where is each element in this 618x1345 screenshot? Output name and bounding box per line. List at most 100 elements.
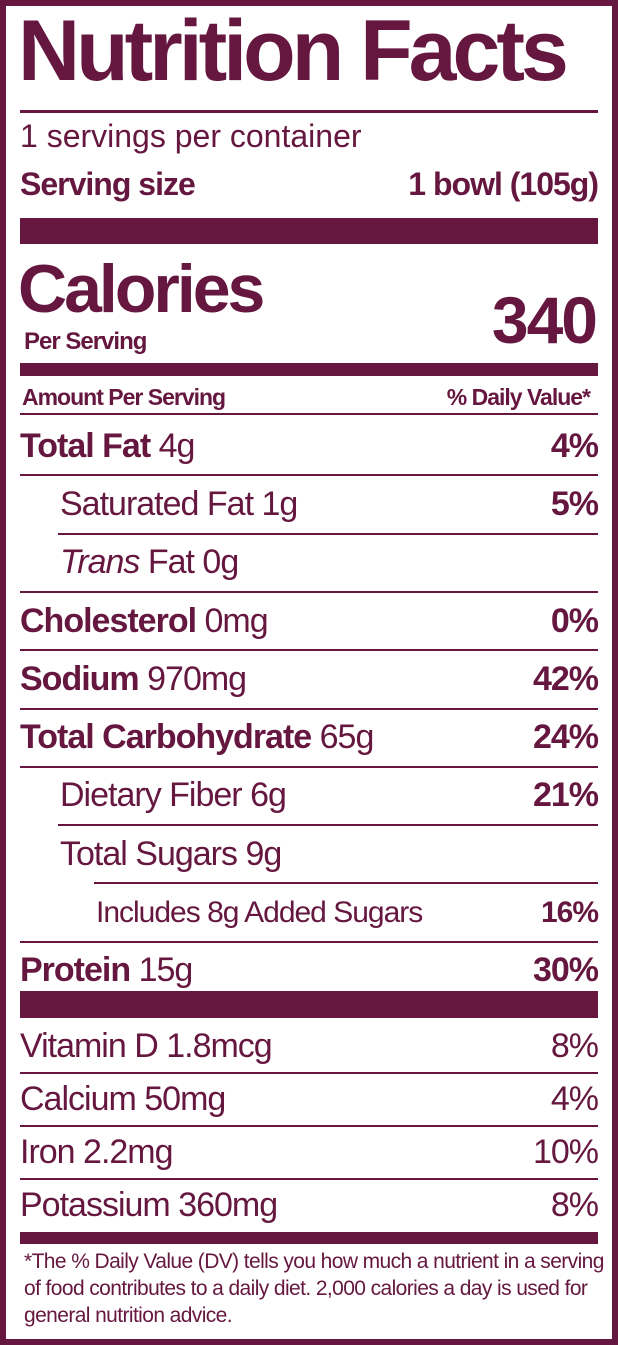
dv-value: 24% — [532, 718, 599, 757]
vitamin-name: Calcium — [20, 1080, 137, 1118]
nutrient-amount: 15g — [138, 951, 194, 990]
rule — [58, 824, 598, 827]
serving-size-row: Serving size 1 bowl (105g) — [20, 164, 599, 204]
title: Nutrition Facts — [18, 3, 569, 99]
nutrient-name: Cholesterol — [20, 601, 197, 640]
serving-size-value: 1 bowl (105g) — [408, 165, 599, 202]
nutrient-row: Total Carbohydrate 65g 24% — [20, 709, 599, 767]
nutrient-amount: 6g — [250, 776, 287, 815]
nutrient-name: Includes 8g Added Sugars — [96, 895, 423, 929]
nutrient-label: Total Sugars 9g — [60, 834, 282, 874]
nutrient-name: Fat — [147, 543, 195, 582]
nutrient-label: Protein 15g — [20, 951, 194, 990]
vitamin-name: Vitamin D — [20, 1027, 159, 1065]
vitamin-dv: 10% — [532, 1133, 599, 1172]
serving-size-label: Serving size — [20, 165, 196, 202]
nutrient-row: Total Fat 4g 4% — [20, 417, 599, 475]
vitamin-row: Calcium 50mg 4% — [20, 1073, 599, 1126]
calories-label: Calories — [18, 251, 265, 327]
nutrient-row: Total Sugars 9g — [20, 825, 598, 883]
nutrient-name: Total Sugars — [60, 834, 238, 873]
dv-value: 4% — [550, 1080, 599, 1118]
nutrient-row: Dietary Fiber 6g 21% — [20, 767, 599, 825]
dv-value: 5% — [550, 484, 599, 523]
vitamin-row: Potassium 360mg 8% — [20, 1179, 599, 1232]
nutrient-label: Includes 8g Added Sugars — [96, 895, 423, 930]
vitamin-dv: 4% — [550, 1080, 599, 1119]
vitamin-name: Iron — [20, 1133, 76, 1171]
calories-value: 340 — [491, 283, 598, 357]
nutrient-amount: 970mg — [147, 659, 247, 698]
dv-value: 30% — [532, 951, 599, 990]
nutrient-amount: 1g — [261, 484, 298, 523]
nutrient-amount: 9g — [245, 834, 282, 873]
nutrient-row: Trans Fat 0g — [20, 534, 598, 592]
medium-rule — [20, 1232, 598, 1244]
vitamin-label: Vitamin D 1.8mcg — [20, 1027, 273, 1066]
dv-header: % Daily Value* — [446, 383, 591, 410]
nutrient-amount: 0mg — [204, 601, 269, 640]
vitamin-amount: 1.8mcg — [166, 1027, 272, 1065]
nutrient-dv: 42% — [532, 659, 599, 699]
vitamin-amount: 50mg — [144, 1080, 226, 1118]
dv-value: 21% — [532, 776, 599, 815]
nutrient-dv: 30% — [532, 951, 599, 990]
vitamin-amount: 2.2mg — [83, 1133, 173, 1171]
nutrient-label: Total Carbohydrate 65g — [20, 718, 375, 757]
nutrient-dv: 21% — [532, 776, 599, 815]
rule — [20, 649, 598, 652]
nutrient-dv: 0% — [550, 601, 599, 641]
nutrient-italic: Trans — [60, 543, 140, 582]
nutrient-name: Sodium — [20, 659, 140, 698]
calories-sub: Per Serving — [24, 328, 147, 355]
footnote: *The % Daily Value (DV) tells you how mu… — [24, 1250, 604, 1327]
rule — [20, 413, 598, 415]
nutrient-dv: 16% — [541, 896, 599, 930]
vitamin-label: Iron 2.2mg — [20, 1133, 174, 1172]
nutrient-label: Total Fat 4g — [20, 426, 196, 466]
nutrient-label: Saturated Fat 1g — [60, 484, 298, 524]
vitamin-dv: 8% — [550, 1186, 599, 1225]
servings: 1 servings per container — [20, 118, 362, 154]
rule — [20, 1178, 598, 1180]
vitamin-row: Iron 2.2mg 10% — [20, 1126, 599, 1179]
nutrient-row: Cholesterol 0mg 0% — [20, 592, 599, 650]
dv-value: 42% — [532, 659, 599, 698]
nutrient-label: Sodium 970mg — [20, 659, 247, 699]
nutrient-name: Dietary Fiber — [60, 776, 243, 815]
rule — [20, 474, 598, 477]
rule — [20, 765, 598, 768]
nutrient-amount: 65g — [319, 718, 375, 757]
dv-value: 0% — [550, 601, 599, 640]
nutrient-name: Protein — [20, 951, 131, 990]
vitamin-row: Vitamin D 1.8mcg 8% — [20, 1020, 599, 1073]
rule — [20, 1072, 598, 1074]
medium-rule — [20, 363, 598, 376]
nutrient-name: Total Fat — [20, 426, 151, 465]
dv-value: 8% — [550, 1186, 599, 1224]
nutrient-dv: 4% — [550, 426, 599, 466]
nutrient-name: Saturated Fat — [60, 484, 254, 523]
nutrient-row: Saturated Fat 1g 5% — [20, 475, 599, 533]
nutrient-label: Cholesterol 0mg — [20, 601, 269, 641]
vitamin-label: Calcium 50mg — [20, 1080, 226, 1119]
nutrient-dv: 5% — [550, 484, 599, 524]
nutrient-name: Total Carbohydrate — [20, 718, 312, 757]
vitamin-dv: 8% — [551, 1027, 599, 1066]
dv-value: 4% — [550, 426, 599, 465]
rule — [20, 1125, 598, 1127]
rule — [20, 110, 598, 113]
rule — [20, 590, 598, 593]
nutrient-dv: 24% — [532, 718, 599, 757]
thick-rule — [20, 218, 598, 244]
thick-rule — [20, 991, 598, 1018]
rule — [20, 940, 598, 943]
vitamin-label: Potassium 360mg — [20, 1186, 278, 1225]
nutrient-amount: 0g — [202, 543, 239, 582]
nutrient-amount: 4g — [158, 426, 196, 465]
rule — [20, 707, 598, 710]
column-header: Amount Per Serving % Daily Value* — [20, 382, 598, 412]
rule — [58, 532, 598, 535]
dv-value: 10% — [532, 1133, 599, 1171]
